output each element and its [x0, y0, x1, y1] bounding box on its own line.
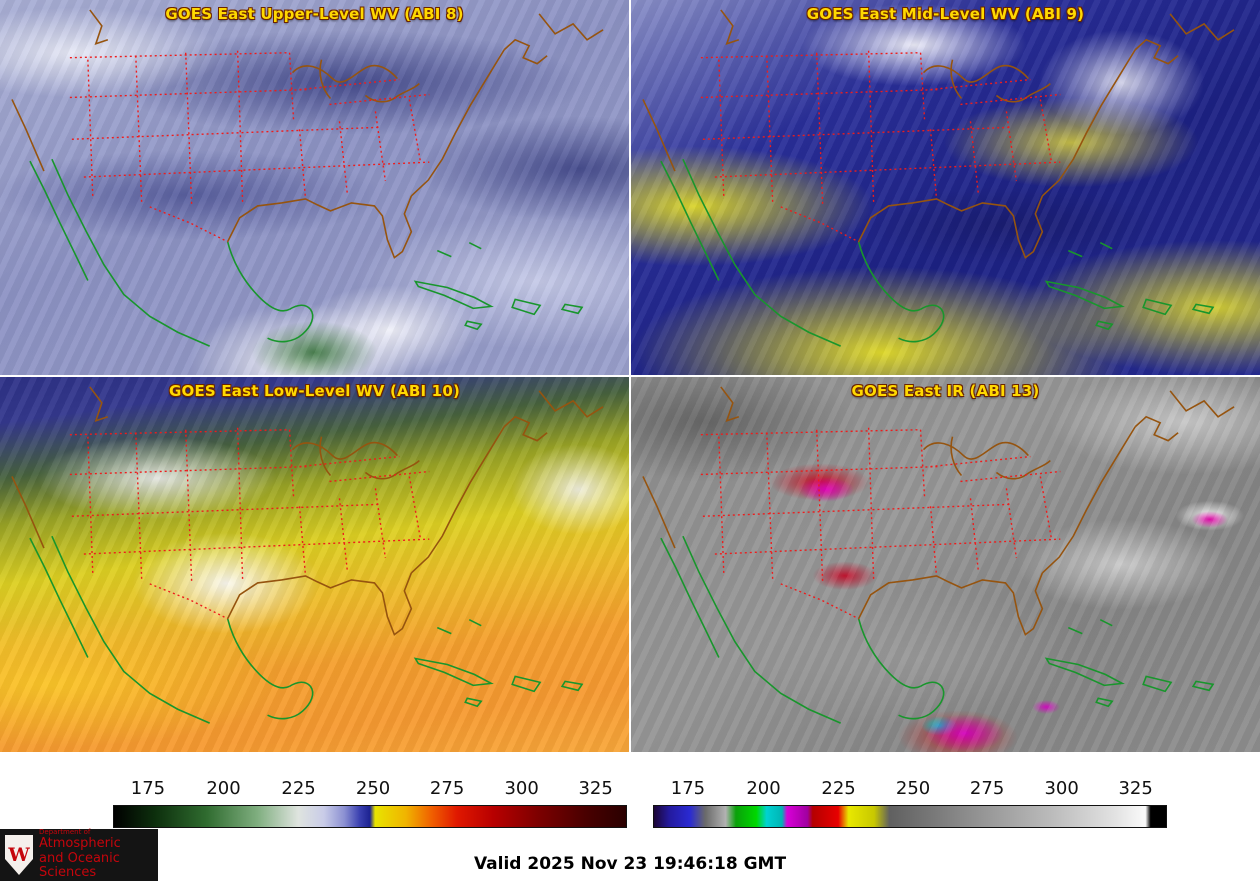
tick-label: 200 — [746, 778, 781, 799]
panel-mid-level-wv: GOES East Mid-Level WV (ABI 9) — [631, 0, 1260, 375]
colorbar-ir-gradient — [653, 805, 1167, 828]
tick-label: 225 — [281, 778, 316, 799]
panel-title-upper-wv: GOES East Upper-Level WV (ABI 8) — [165, 5, 464, 23]
panel-upper-level-wv: GOES East Upper-Level WV (ABI 8) — [0, 0, 629, 375]
tick-label: 175 — [130, 778, 166, 799]
logo-line-2: and Oceanic Sciences — [39, 850, 120, 881]
panel-ir: GOES East IR (ABI 13) — [631, 377, 1260, 752]
panel-title-mid-wv: GOES East Mid-Level WV (ABI 9) — [806, 5, 1085, 23]
tick-label: 300 — [504, 778, 539, 799]
colorbar-wv-ticks: 175 200 225 250 275 300 325 — [113, 778, 627, 802]
colorbar-ir: 175 200 225 250 275 300 325 — [653, 778, 1167, 828]
logo-text: Department of Atmospheric and Oceanic Sc… — [39, 828, 158, 881]
logo-line-1: Atmospheric — [39, 836, 121, 852]
uw-aos-logo: W Department of Atmospheric and Oceanic … — [0, 828, 158, 881]
colorbar-ir-ticks: 175 200 225 250 275 300 325 — [653, 778, 1167, 802]
tick-label: 200 — [206, 778, 241, 799]
tick-label: 225 — [821, 778, 856, 799]
crest-letter: W — [8, 844, 30, 866]
tick-label: 325 — [578, 778, 613, 799]
colorbar-wv: 175 200 225 250 275 300 325 — [113, 778, 627, 828]
panel-title-low-wv: GOES East Low-Level WV (ABI 10) — [168, 382, 461, 400]
tick-label: 250 — [895, 778, 931, 799]
panel-low-level-wv: GOES East Low-Level WV (ABI 10) — [0, 377, 629, 752]
tick-label: 325 — [1118, 778, 1153, 799]
tick-label: 275 — [429, 778, 465, 799]
tick-label: 250 — [355, 778, 391, 799]
map-overlay — [642, 386, 1235, 724]
tick-label: 275 — [969, 778, 1005, 799]
quad-panel-grid: GOES East Upper-Level WV (ABI 8) GOES Ea… — [0, 0, 1260, 752]
map-overlay — [11, 9, 604, 347]
valid-time: Valid 2025 Nov 23 19:46:18 GMT — [473, 854, 787, 874]
panel-title-ir: GOES East IR (ABI 13) — [851, 382, 1040, 400]
logo-dept-of: Department of — [39, 828, 91, 837]
colorbar-wv-gradient — [113, 805, 627, 828]
tick-label: 300 — [1044, 778, 1079, 799]
colorbar-legend: 175 200 225 250 275 300 325 175 200 225 … — [113, 778, 1260, 828]
map-overlay — [11, 386, 604, 724]
tick-label: 175 — [670, 778, 706, 799]
map-overlay — [642, 9, 1235, 347]
